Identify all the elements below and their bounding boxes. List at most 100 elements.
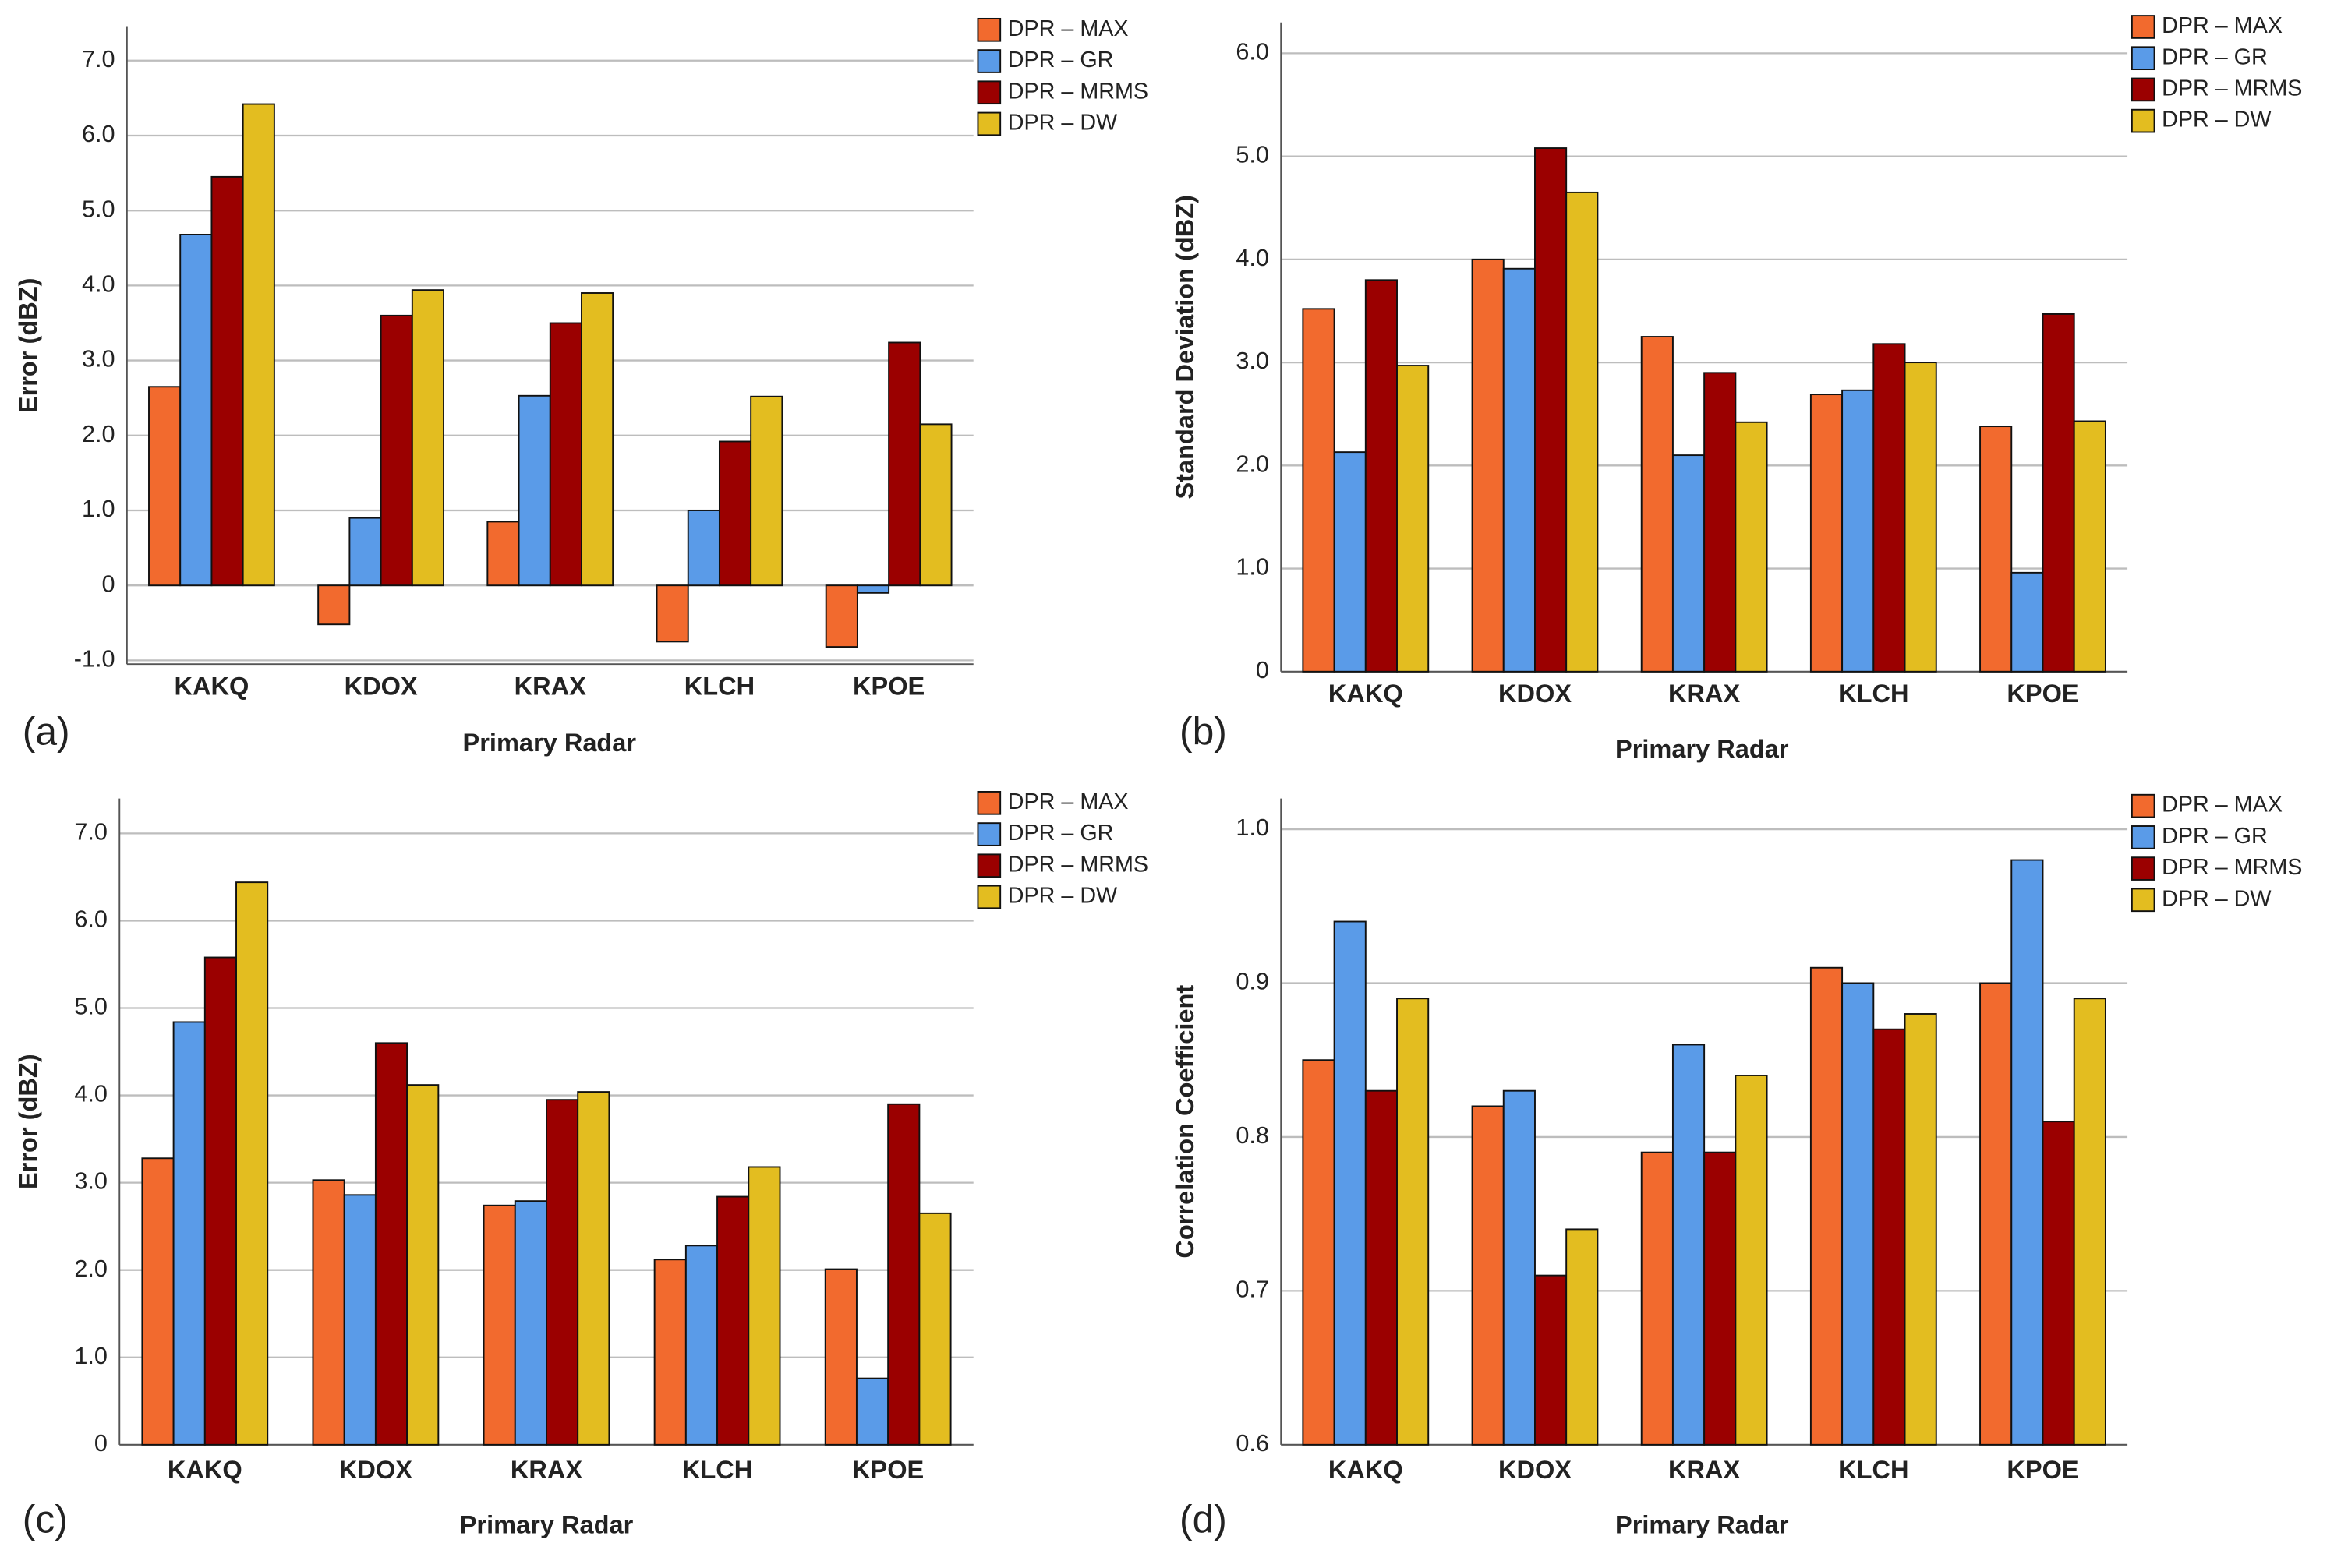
legend-label: DPR – MRMS xyxy=(1008,852,1148,877)
bar xyxy=(549,322,582,587)
y-axis-title: Error (dBZ) xyxy=(14,278,42,414)
bar xyxy=(2010,859,2044,1446)
legend-swatch xyxy=(977,853,1002,878)
x-axis-title: Primary Radar xyxy=(1615,735,1789,763)
x-tick-label: KRAX xyxy=(1668,680,1741,708)
bar xyxy=(2042,313,2075,673)
panel-label: (b) xyxy=(1179,709,1227,753)
legend-label: DPR – MAX xyxy=(2162,13,2283,38)
bar xyxy=(1703,372,1737,673)
bar xyxy=(1841,982,1875,1446)
bar xyxy=(343,1194,377,1446)
legend-swatch xyxy=(977,111,1002,136)
x-tick-label: KLCH xyxy=(1838,680,1908,708)
y-tick-label: 4.0 xyxy=(74,1081,108,1107)
bar xyxy=(374,1042,408,1446)
x-tick-label: KAKQ xyxy=(1328,1456,1403,1484)
x-tick-label: KDOX xyxy=(345,672,418,700)
bar xyxy=(1809,394,1844,673)
x-tick-label: KRAX xyxy=(515,672,587,700)
bar xyxy=(653,1259,687,1446)
bar xyxy=(824,1268,858,1446)
bar xyxy=(1565,191,1599,673)
bar xyxy=(1364,279,1398,673)
bar xyxy=(141,1157,175,1446)
bar xyxy=(406,1084,440,1446)
x-axis-title: Primary Radar xyxy=(460,1511,634,1539)
y-tick-label: 6.0 xyxy=(74,906,108,933)
bar xyxy=(380,314,413,587)
legend-label: DPR – GR xyxy=(2162,824,2268,849)
y-tick-label: 1.0 xyxy=(1236,554,1269,581)
y-tick-label: 3.0 xyxy=(74,1168,108,1195)
bar xyxy=(312,1179,345,1446)
bar xyxy=(1671,454,1706,673)
bar xyxy=(203,956,237,1446)
y-tick-label: 0.7 xyxy=(1236,1276,1269,1302)
legend-label: DPR – GR xyxy=(2162,44,2268,69)
bar xyxy=(1364,1089,1398,1446)
bar xyxy=(1979,982,2013,1446)
bar xyxy=(148,386,182,587)
bar xyxy=(1534,147,1568,673)
legend-swatch xyxy=(2131,108,2155,133)
y-tick-label: 0.9 xyxy=(1236,969,1269,995)
bar xyxy=(1872,343,1906,673)
bar xyxy=(518,394,551,587)
y-tick-label: 5.0 xyxy=(74,994,108,1020)
bar xyxy=(887,1103,921,1446)
x-tick-label: KPOE xyxy=(852,1456,924,1484)
bar xyxy=(919,423,953,587)
y-tick-label: 1.0 xyxy=(82,496,115,522)
y-tick-label: 2.0 xyxy=(1236,450,1269,477)
legend-swatch xyxy=(2131,888,2155,913)
y-tick-label: 3.0 xyxy=(1236,348,1269,374)
y-tick-label: 4.0 xyxy=(1236,245,1269,271)
bar xyxy=(656,584,689,643)
bar xyxy=(825,584,858,648)
x-tick-label: KAKQ xyxy=(175,672,249,700)
legend-label: DPR – DW xyxy=(2162,886,2272,911)
legend-label: DPR – DW xyxy=(1008,111,1118,136)
bar xyxy=(2073,998,2106,1446)
x-tick-label: KDOX xyxy=(1498,1456,1572,1484)
y-tick-label: -1.0 xyxy=(74,646,115,673)
x-tick-label: KPOE xyxy=(2007,680,2078,708)
bar xyxy=(1703,1151,1737,1446)
bar xyxy=(348,517,382,587)
bar xyxy=(856,584,890,594)
panel-label: (a) xyxy=(23,709,70,753)
y-tick-label: 6.0 xyxy=(82,121,115,147)
legend-label: DPR – GR xyxy=(1008,821,1114,846)
bar xyxy=(1502,1089,1536,1446)
bar xyxy=(546,1099,579,1446)
legend-swatch xyxy=(2131,825,2155,849)
y-tick-label: 5.0 xyxy=(82,196,115,222)
y-axis-title: Error (dBZ) xyxy=(14,1054,42,1189)
legend-swatch xyxy=(977,822,1002,846)
legend-label: DPR – MRMS xyxy=(1008,79,1148,104)
bar xyxy=(577,1091,610,1446)
bar xyxy=(1302,1059,1335,1446)
x-tick-label: KRAX xyxy=(1668,1456,1741,1484)
panel-label: (d) xyxy=(1179,1498,1227,1542)
bar xyxy=(718,440,752,587)
x-tick-label: KAKQ xyxy=(1328,680,1403,708)
legend-label: DPR – DW xyxy=(1008,884,1118,909)
bar xyxy=(716,1195,750,1446)
legend-swatch xyxy=(2131,15,2155,39)
x-tick-label: KDOX xyxy=(1498,680,1572,708)
legend-swatch xyxy=(977,885,1002,909)
bar xyxy=(179,234,213,587)
legend-swatch xyxy=(977,80,1002,105)
legend-label: DPR – DW xyxy=(2162,108,2272,132)
bar xyxy=(2042,1121,2075,1446)
bar xyxy=(1841,389,1875,673)
legend-swatch xyxy=(977,49,1002,73)
y-tick-label: 7.0 xyxy=(74,818,108,845)
bar xyxy=(1471,1105,1505,1446)
y-tick-label: 4.0 xyxy=(82,270,115,297)
bar xyxy=(1502,267,1536,673)
